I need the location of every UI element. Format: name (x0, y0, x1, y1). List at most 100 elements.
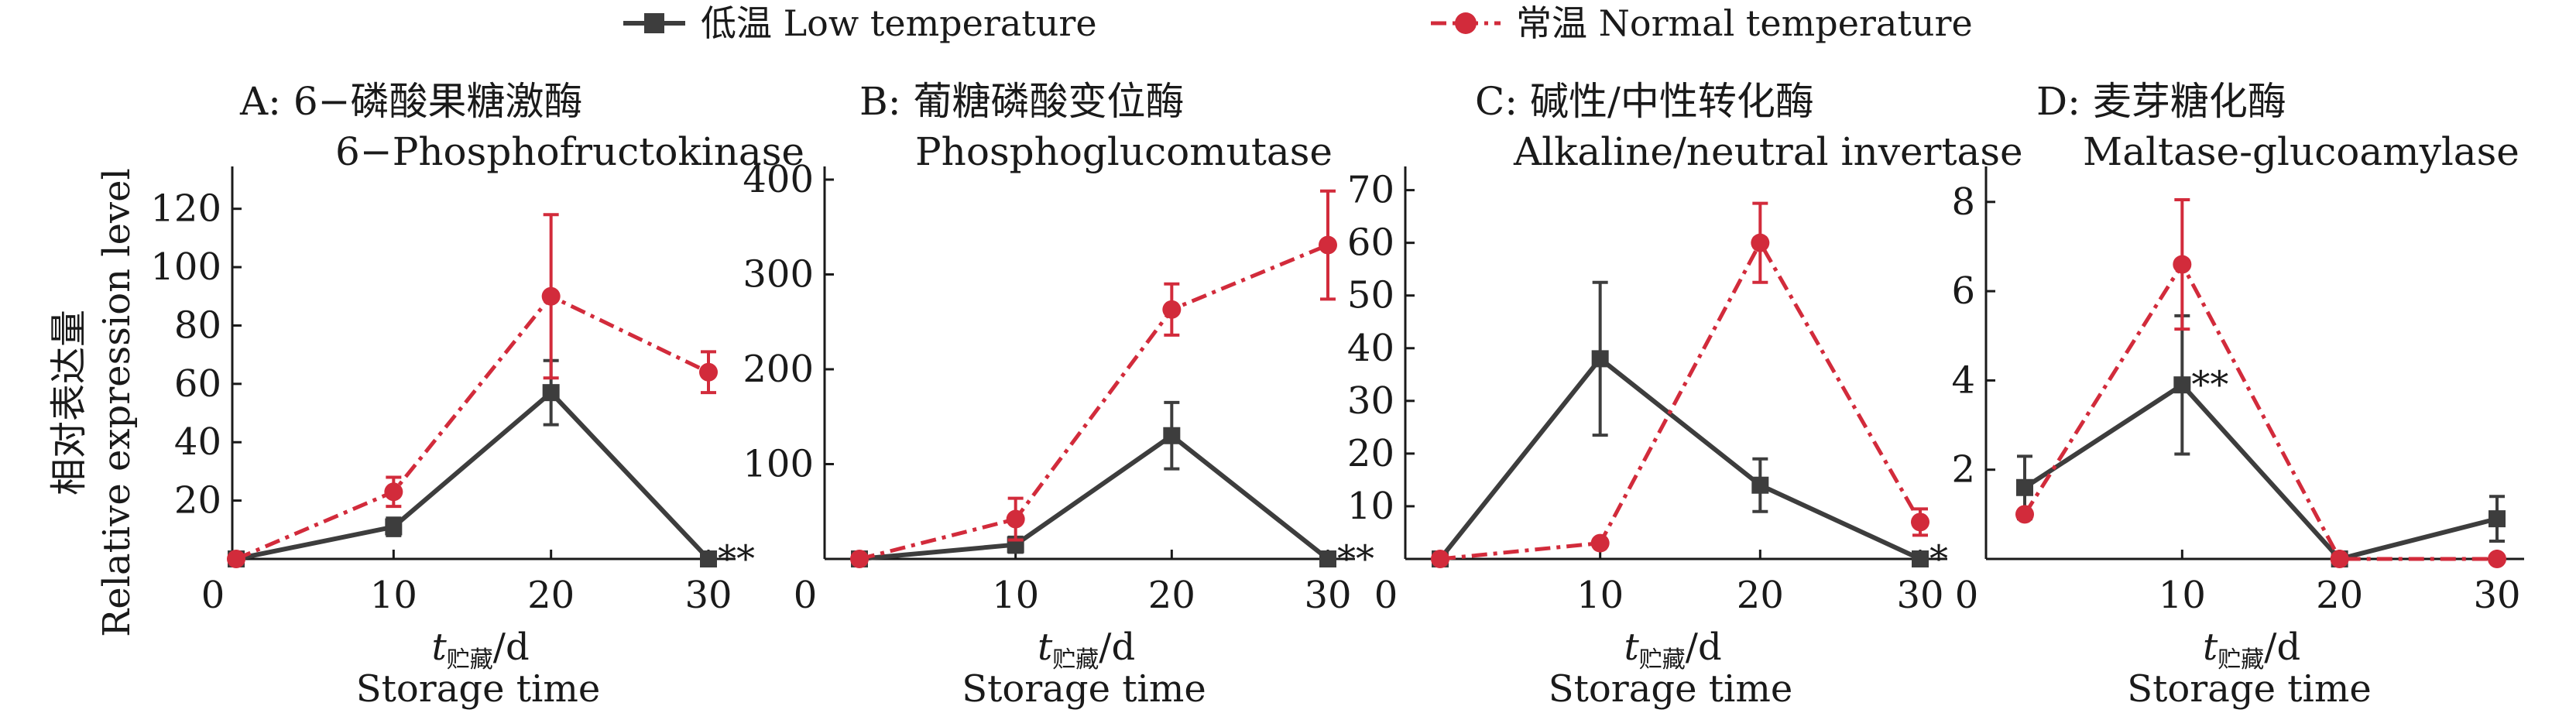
series-line (235, 389, 711, 561)
series-line (1439, 238, 1923, 561)
significance-mark: ** (1337, 537, 1374, 581)
x-tick-label: 30 (684, 574, 732, 617)
y-tick-label: 2 (1951, 448, 1975, 492)
significance-mark: ** (2191, 363, 2228, 406)
panel-b: B: 葡糖磷酸变位酶Phosphoglucomutase100200300400… (743, 79, 1374, 711)
data-point (1751, 233, 1770, 252)
data-point (1163, 427, 1181, 444)
y-axis-title: 相对表达量 Relative expression level (47, 168, 139, 637)
y-tick-label: 20 (174, 479, 221, 523)
legend-low-marker (644, 13, 664, 33)
panel-title-en: Maltase-glucoamylase (2083, 129, 2519, 174)
x-tick-label: 0 (1374, 574, 1398, 617)
legend-normal-label: 常温 Normal temperature (1516, 2, 1973, 44)
legend: 低温 Low temperature 常温 Normal temperature (623, 2, 1973, 44)
series-low (1432, 280, 1929, 567)
series-line (2022, 260, 2497, 561)
x-tick-label: 30 (1896, 574, 1943, 617)
legend-normal-marker (1455, 12, 1477, 34)
x-axis-title-en: Storage time (356, 667, 601, 711)
data-point (385, 518, 403, 536)
x-tick-label: 20 (1148, 574, 1195, 617)
y-tick-label: 4 (1951, 358, 1975, 402)
y-tick-label: 70 (1347, 169, 1394, 212)
series-normal (2015, 197, 2506, 568)
legend-low-label: 低温 Low temperature (701, 2, 1097, 44)
x-tick-label: 10 (2159, 574, 2206, 617)
data-point (2016, 478, 2033, 496)
x-tick-label: 10 (992, 574, 1039, 617)
y-tick-label: 400 (743, 158, 814, 201)
significance-mark: ** (718, 537, 755, 581)
y-tick-label: 50 (1347, 274, 1394, 317)
series-normal (850, 189, 1337, 568)
data-point (2330, 550, 2349, 568)
x-tick-label: 20 (2316, 574, 2363, 617)
y-tick-label: 80 (174, 303, 221, 347)
data-point (2015, 505, 2034, 524)
y-tick-label: 30 (1347, 379, 1394, 423)
panel-title-en: 6−Phosphofructokinase (335, 129, 804, 174)
panel-title-cn: D: 麦芽糖化酶 (2036, 79, 2286, 124)
x-axis-title-en: Storage time (2127, 667, 2372, 711)
panel-title-en: Phosphoglucomutase (915, 129, 1333, 174)
panel-title-cn: C: 碱性/中性转化酶 (1475, 79, 1814, 124)
data-point (2488, 550, 2506, 568)
data-point (2173, 376, 2191, 394)
significance-mark: * (1929, 537, 1948, 581)
y-tick-label: 200 (743, 348, 814, 391)
y-tick-label: 40 (1347, 327, 1394, 370)
data-point (1912, 550, 1929, 567)
x-tick-label: 0 (201, 574, 225, 617)
y-tick-label: 20 (1347, 432, 1394, 475)
x-tick-label: 10 (1576, 574, 1624, 617)
y-tick-label: 300 (743, 253, 814, 297)
x-axis-title-var: t贮藏/d (2203, 626, 2300, 674)
series-line (859, 433, 1329, 561)
panel-title-en: Alkaline/neutral invertase (1513, 129, 2023, 174)
series-line (859, 243, 1329, 561)
y-tick-label: 8 (1951, 180, 1975, 224)
panels: A: 6−磷酸果糖激酶6−Phosphofructokinase20406080… (150, 79, 2524, 711)
data-point (1590, 533, 1610, 553)
data-point (384, 482, 403, 502)
x-axis-title-en: Storage time (962, 667, 1206, 711)
series-line (1438, 355, 1922, 561)
x-tick-label: 30 (1304, 574, 1351, 617)
x-axis-title-en: Storage time (1549, 667, 1793, 711)
y-tick-label: 6 (1951, 269, 1975, 313)
data-point (1751, 476, 1769, 494)
panel-c: C: 碱性/中性转化酶 Alkaline/neutral invertase 10 2… (1347, 79, 2023, 711)
y-tick-label: 40 (174, 420, 221, 464)
data-point (1006, 509, 1025, 529)
legend-low: 低温 Low temperature (623, 2, 1097, 44)
y-axis-title-en: Relative expression level (95, 168, 139, 637)
data-point (1911, 512, 1929, 532)
data-point (1162, 300, 1182, 319)
data-point (2489, 510, 2506, 528)
panel-d: D: 麦芽糖化酶 Maltase-glucoamylase 2 4 6 8 0 10 20 30 t… (1951, 79, 2524, 711)
data-point (542, 384, 560, 402)
x-axis-title-var: t贮藏/d (1038, 626, 1135, 674)
y-tick-label: 60 (174, 362, 221, 406)
data-point (1591, 350, 1609, 368)
x-tick-label: 30 (2473, 574, 2520, 617)
y-tick-label: 60 (1347, 221, 1394, 265)
data-point (700, 550, 717, 567)
series-low (2016, 314, 2506, 567)
legend-normal: 常温 Normal temperature (1431, 2, 1973, 44)
data-point (1319, 550, 1336, 567)
series-normal (227, 213, 718, 568)
x-tick-label: 0 (1955, 574, 1979, 617)
x-tick-label: 10 (370, 574, 417, 617)
y-tick-label: 100 (150, 245, 221, 289)
panel-title-cn: A: 6−磷酸果糖激酶 (239, 79, 583, 124)
series-line (235, 293, 710, 561)
x-axis-title-var: t贮藏/d (432, 626, 530, 674)
series-line (2023, 382, 2498, 562)
x-axis-title-var: t贮藏/d (1624, 626, 1722, 674)
data-point (1319, 235, 1337, 255)
panel-a: A: 6−磷酸果糖激酶 6−Phosphofructokinase 20 40 60 80… (150, 79, 804, 711)
data-point (699, 362, 718, 382)
